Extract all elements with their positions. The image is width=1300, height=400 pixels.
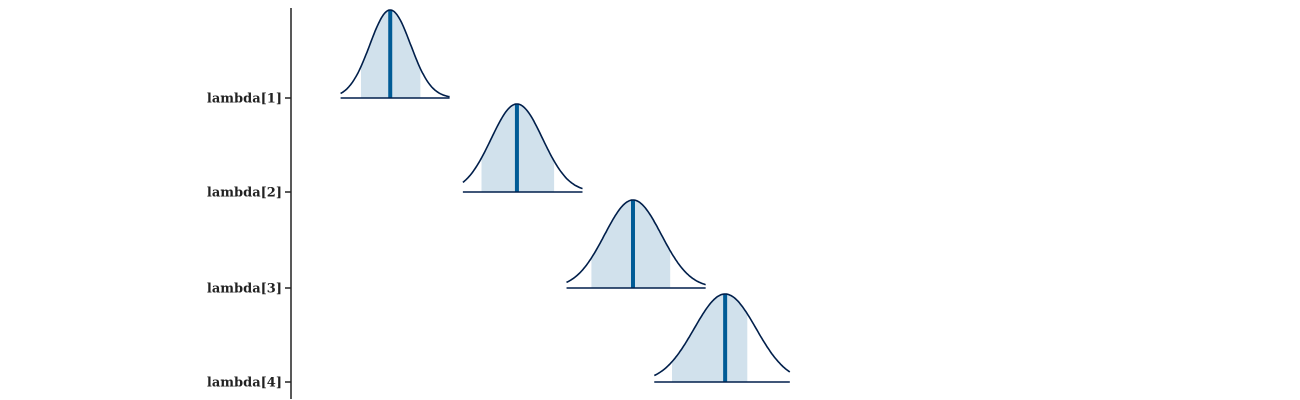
density-outline-lambda-2 xyxy=(462,103,583,190)
tick-label-lambda-2: lambda[2] xyxy=(207,186,282,201)
tick-label-lambda-3: lambda[3] xyxy=(207,282,282,297)
interval-area-lambda-3 xyxy=(591,200,671,288)
interval-area-lambda-4 xyxy=(672,294,748,382)
density-outline-lambda-3 xyxy=(566,199,706,286)
density-outline-lambda-4 xyxy=(653,293,791,377)
density-outline-lambda-1 xyxy=(340,9,450,98)
y-axis-ticks: lambda[1] lambda[2] lambda[3] lambda[4] xyxy=(207,92,291,391)
tick-label-lambda-4: lambda[4] xyxy=(207,376,282,391)
tick-label-lambda-1: lambda[1] xyxy=(207,92,282,107)
density-curves xyxy=(340,9,791,383)
